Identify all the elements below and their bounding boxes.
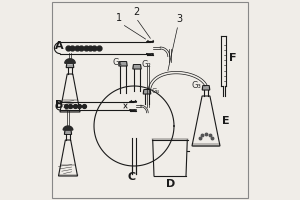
Text: G₃: G₃: [191, 81, 201, 90]
Polygon shape: [65, 59, 75, 63]
Text: C: C: [128, 172, 136, 182]
Text: 3: 3: [176, 14, 182, 24]
Text: G₁: G₁: [112, 58, 122, 67]
Text: F: F: [229, 53, 236, 63]
Polygon shape: [119, 62, 127, 66]
Polygon shape: [66, 63, 74, 68]
Text: G₂: G₂: [142, 60, 152, 69]
Polygon shape: [202, 86, 210, 90]
Polygon shape: [133, 65, 141, 69]
Polygon shape: [143, 90, 151, 94]
Polygon shape: [63, 126, 73, 130]
Text: D: D: [167, 179, 176, 189]
Text: E: E: [222, 116, 230, 126]
Text: 1: 1: [116, 13, 122, 23]
Text: A: A: [55, 41, 64, 51]
Text: 2: 2: [133, 7, 139, 17]
Polygon shape: [64, 130, 72, 134]
Text: G₄: G₄: [152, 88, 160, 94]
Text: B: B: [55, 100, 63, 110]
